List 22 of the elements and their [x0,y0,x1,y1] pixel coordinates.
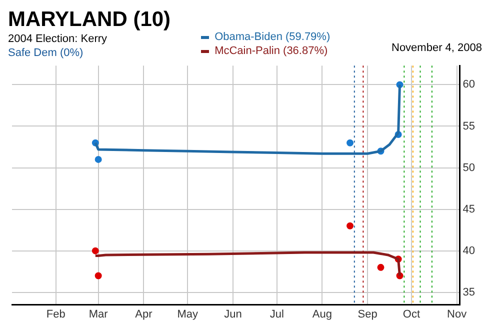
x-tick-label: Sep [358,308,378,320]
x-tick-label: Aug [312,308,332,320]
y-tick-label: 35 [462,286,476,298]
y-tick-label: 60 [462,78,476,91]
x-tick-label: Feb [46,308,66,320]
x-tick-label: Jun [224,308,242,320]
x-tick-label: Nov [447,308,468,320]
x-tick-label: May [177,308,198,320]
text: November 4, 2008 [392,42,482,54]
y-tick-label: 50 [462,162,476,174]
chart-subtitle: 2004 Election: Kerry [8,32,108,46]
x-tick-label: Mar [88,308,108,320]
y-tick-label: 40 [462,244,476,257]
y-tick-label: 45 [462,203,476,216]
legend-label: McCain-Palin (36.87%) [214,44,328,58]
legend-label: Obama-Biden (59.79%) [214,30,330,44]
x-tick-label: Jul [270,308,284,320]
chart-title: MARYLAND (10) [8,8,171,32]
text: Safe Dem (0%) [8,46,84,60]
x-tick-label: Apr [135,308,153,320]
x-tick-label: Oct [402,308,420,320]
y-tick-label: 55 [462,120,476,132]
